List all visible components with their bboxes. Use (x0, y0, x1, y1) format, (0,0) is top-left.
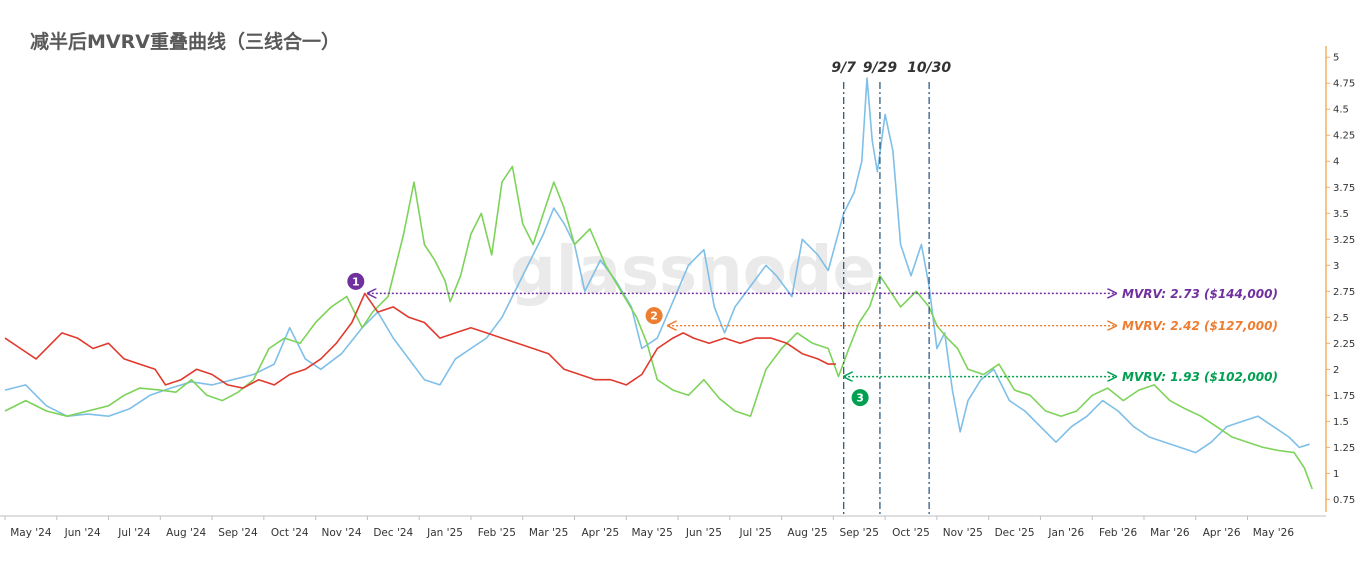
x-tick-label: Mar '25 (529, 527, 568, 539)
y-tick-label: 5 (1333, 53, 1339, 64)
x-tick-label: May '25 (631, 527, 672, 539)
x-tick-label: Apr '25 (581, 527, 619, 539)
annotation-label: MVRV: 1.93 ($102,000) (1122, 370, 1278, 384)
x-tick-label: Aug '24 (166, 527, 206, 539)
y-tick-label: 3.75 (1333, 183, 1355, 194)
y-tick-label: 2.25 (1333, 339, 1355, 350)
y-tick-label: 4.75 (1333, 79, 1355, 90)
x-tick-label: Feb '26 (1099, 527, 1137, 539)
series-line-2 (4, 292, 836, 389)
y-tick-label: 1.25 (1333, 443, 1355, 454)
date-marker-label: 9/7 (831, 60, 856, 76)
y-tick-label: 2.75 (1333, 287, 1355, 298)
series-lines (4, 77, 1313, 490)
x-tick-label: Dec '24 (373, 527, 413, 539)
x-tick-label: Apr '26 (1203, 527, 1241, 539)
x-tick-label: Jun '24 (64, 527, 101, 539)
x-tick-label: Nov '25 (943, 527, 983, 539)
x-tick-label: May '24 (10, 527, 52, 539)
x-tick-label: Jun '25 (685, 527, 722, 539)
annotation-marker (645, 307, 663, 325)
x-tick-label: Sep '24 (218, 527, 258, 539)
y-tick-label: 1.75 (1333, 391, 1355, 402)
x-axis: May '24 Jun '24 Jul '24 Aug '24 Sep '24 Oct '… (0, 515, 1326, 539)
x-tick-label: Feb '25 (478, 527, 516, 539)
y-tick-label: 1 (1333, 469, 1339, 480)
annotation-label: MVRV: 2.73 ($144,000) (1122, 287, 1278, 301)
x-tick-label: Jan '26 (1047, 527, 1084, 539)
y-tick-label: 2.5 (1333, 313, 1349, 324)
annotation-marker (851, 389, 869, 407)
x-tick-label: Nov '24 (321, 527, 361, 539)
x-tick-label: Oct '24 (271, 527, 309, 539)
annotation-label: MVRV: 2.42 ($127,000) (1122, 319, 1278, 333)
x-tick-label: Dec '25 (995, 527, 1035, 539)
annotation-marker-number: 3 (856, 392, 864, 405)
mvrv-annotations: MVRV: 2.73 ($144,000) 1 MVRV: 2.42 ($127,0… (347, 272, 1278, 407)
y-tick-label: 0.75 (1333, 495, 1355, 506)
series-line-0 (4, 77, 1310, 454)
y-axis: 5 4.75 4.5 4.25 4 3.75 3.5 3.25 3 2.75 2.5 2.25 2 1.7… (1325, 46, 1355, 512)
watermark: glassnode (510, 234, 876, 308)
date-marker-label: 9/29 (863, 60, 898, 76)
x-tick-label: Aug '25 (787, 527, 827, 539)
x-tick-label: Mar '26 (1150, 527, 1190, 539)
annotation-marker-number: 2 (650, 310, 658, 323)
y-tick-label: 4.5 (1333, 105, 1349, 116)
y-tick-label: 4.25 (1333, 131, 1355, 142)
annotation-marker (347, 272, 365, 290)
chart-title: 减半后MVRV重叠曲线（三线合一） (30, 30, 340, 53)
y-tick-label: 2 (1333, 365, 1339, 376)
annotation-marker-number: 1 (352, 275, 360, 288)
x-tick-label: Oct '25 (892, 527, 930, 539)
x-tick-label: Jan '25 (426, 527, 463, 539)
y-tick-label: 3 (1333, 261, 1339, 272)
x-tick-label: Jul '25 (739, 527, 772, 539)
series-line-1 (4, 165, 1313, 490)
date-marker-label: 10/30 (907, 60, 951, 76)
x-tick-label: May '26 (1253, 527, 1295, 539)
y-tick-label: 1.5 (1333, 417, 1349, 428)
x-tick-label: Sep '25 (840, 527, 879, 539)
x-tick-label: Jul '24 (117, 527, 151, 539)
y-tick-label: 3.25 (1333, 235, 1355, 246)
y-tick-label: 3.5 (1333, 209, 1349, 220)
y-tick-label: 4 (1333, 157, 1339, 168)
